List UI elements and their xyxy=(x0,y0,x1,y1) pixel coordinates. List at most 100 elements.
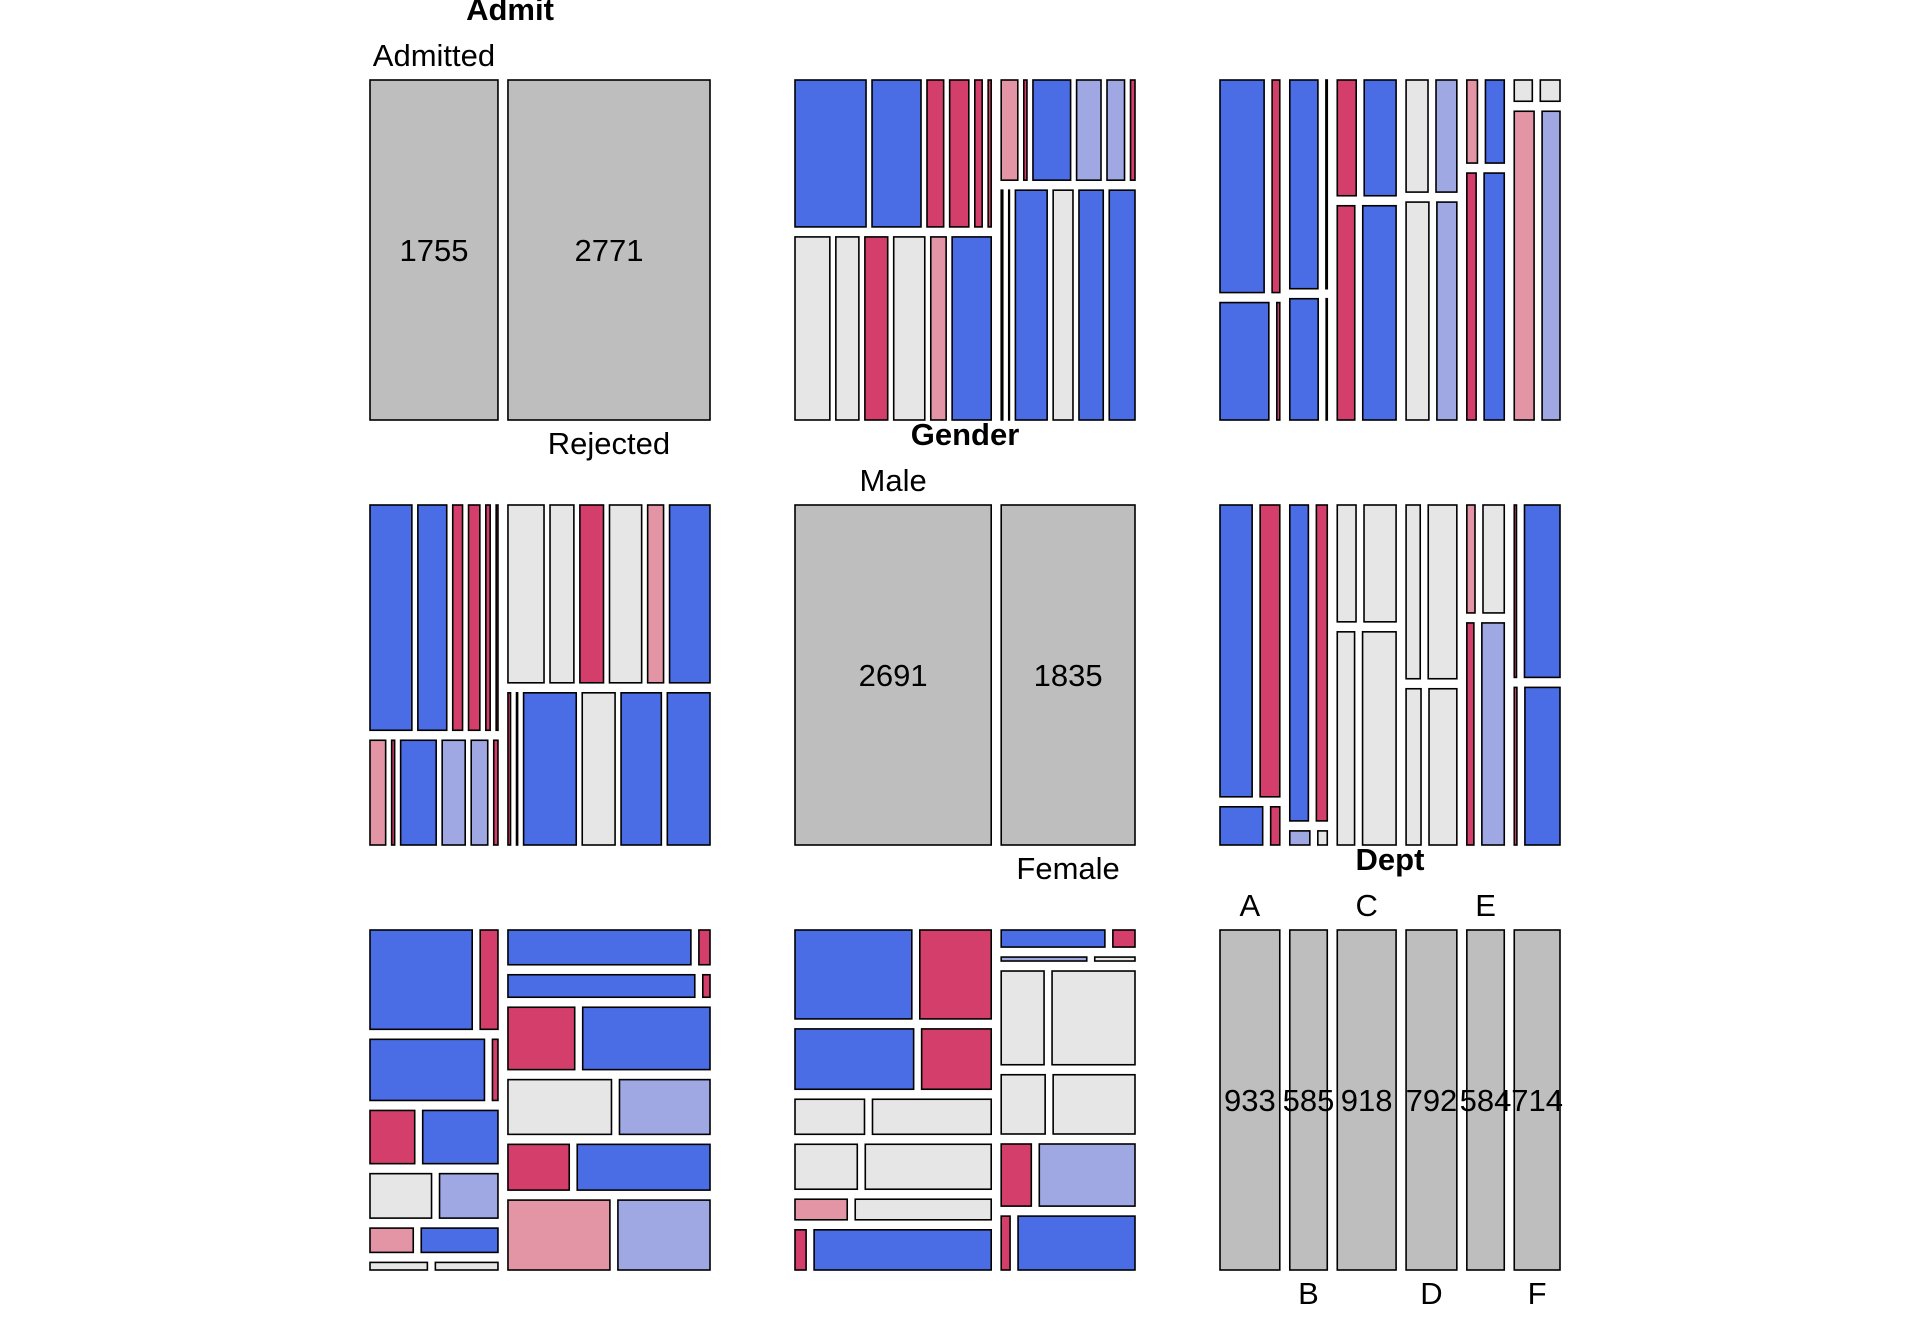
mosaic-tile xyxy=(507,1078,613,1136)
diagonal-bar xyxy=(1288,929,1329,1271)
mosaic-tile xyxy=(1483,172,1506,421)
mosaic-tile xyxy=(1481,622,1506,846)
mosaic-tile xyxy=(1000,956,1088,962)
mosaic-tile xyxy=(451,504,464,732)
mosaic-tile xyxy=(420,1227,499,1254)
mosaic-tile xyxy=(871,1098,993,1136)
level-label: Rejected xyxy=(548,426,670,461)
mosaic-tile xyxy=(369,1038,486,1102)
mosaic-tile xyxy=(479,929,499,1031)
mosaic-tile xyxy=(1405,201,1430,421)
diagonal-count: 2771 xyxy=(574,233,643,268)
mosaic-tile xyxy=(794,79,867,228)
level-label: Male xyxy=(860,463,927,498)
mosaic-tile xyxy=(929,236,947,421)
mosaic-tile xyxy=(581,692,616,846)
mosaic-tile xyxy=(522,692,578,846)
mosaic-tile xyxy=(864,236,889,421)
diagonal-title: Gender xyxy=(911,417,1020,452)
mosaic-tile xyxy=(1219,504,1253,798)
mosaic-tile xyxy=(1000,1215,1011,1271)
mosaic-tile xyxy=(668,504,711,684)
mosaic-tile xyxy=(579,504,605,684)
mosaic-tile xyxy=(1405,687,1422,846)
mosaic-tile xyxy=(646,504,665,684)
mosaic-tile xyxy=(1539,79,1561,103)
mosaic-tile xyxy=(1524,686,1561,846)
mosaic-tile xyxy=(1325,79,1329,290)
mosaic-tile xyxy=(417,504,448,732)
mosaic-tile xyxy=(581,1006,711,1071)
mosaic-tile xyxy=(507,973,696,999)
mosaic-tile xyxy=(390,739,396,846)
mosaic-tile xyxy=(1513,110,1535,421)
mosaic-tile xyxy=(1017,1215,1136,1271)
mosaic-tile xyxy=(1336,504,1357,623)
mosaic-tile xyxy=(1219,806,1264,846)
mosaic-tile xyxy=(1336,79,1358,197)
mosaic-tile xyxy=(369,739,387,846)
mosaic-tile xyxy=(369,1227,415,1254)
mosaic-tile xyxy=(1405,79,1429,193)
mosaic-tile xyxy=(1315,504,1329,822)
mosaic-tile xyxy=(467,504,481,732)
mosaic-tile xyxy=(1108,189,1136,421)
mosaic-tile xyxy=(399,739,437,846)
mosaic-tile xyxy=(1541,110,1561,421)
mosaic-tile xyxy=(1093,956,1136,962)
mosaic-tile xyxy=(1513,79,1534,103)
diagonal-count: 1755 xyxy=(399,233,468,268)
mosaic-tile xyxy=(1276,301,1281,421)
mosaic-tile xyxy=(794,236,831,421)
mosaic-tile xyxy=(470,739,489,846)
mosaic-tile xyxy=(1466,504,1476,614)
mosaic-tile xyxy=(1000,970,1045,1066)
mosaic-tile xyxy=(1466,79,1479,164)
level-label: D xyxy=(1420,1276,1442,1311)
mosaic-tile xyxy=(1363,504,1397,623)
mosaic-tile xyxy=(1428,687,1458,846)
mosaic-tile xyxy=(1466,622,1475,846)
mosaic-tile xyxy=(507,1143,571,1191)
mosaic-tile xyxy=(1052,189,1074,421)
mosaic-tile xyxy=(951,236,993,421)
mosaic-tile xyxy=(1317,830,1329,846)
mosaic-tile xyxy=(515,692,519,846)
mosaic-tile xyxy=(1336,204,1356,421)
mosaic-tile xyxy=(919,929,993,1020)
mosaic-tile xyxy=(1436,201,1458,421)
mosaic-tile xyxy=(1129,79,1136,181)
mosaic-tile xyxy=(926,79,945,228)
mosaic-tile xyxy=(369,1109,416,1165)
mosaic-tile xyxy=(1000,79,1019,181)
mosaic-tile xyxy=(1259,504,1281,798)
level-label: C xyxy=(1355,888,1377,923)
mosaic-tile xyxy=(608,504,643,684)
mosaic-tile xyxy=(438,1172,499,1219)
mosaic-tile xyxy=(1051,970,1136,1066)
mosaic-tile xyxy=(507,1199,611,1271)
mosaic-tile xyxy=(507,1006,576,1071)
mosaic-tile xyxy=(1219,301,1270,421)
mosaic-tile xyxy=(794,1098,866,1136)
mosaic-tile xyxy=(835,236,860,421)
mosaic-tile xyxy=(1269,806,1281,846)
mosaic-tile xyxy=(1466,172,1477,421)
mosaic-tile xyxy=(854,1198,993,1221)
mosaic-tile xyxy=(507,929,692,966)
mosaic-tile xyxy=(1288,297,1319,421)
diagonal-bar xyxy=(1336,929,1397,1271)
mosaic-tile xyxy=(1484,79,1506,164)
mosaic-tile xyxy=(794,1229,807,1271)
mosaic-tile xyxy=(794,1028,915,1091)
diagonal-bar xyxy=(369,79,499,421)
mosaic-tile xyxy=(1513,686,1518,846)
mosaic-tile xyxy=(864,1143,993,1191)
mosaic-tile xyxy=(1112,929,1136,948)
mosaic-tile xyxy=(987,79,993,228)
diagonal-count: 1835 xyxy=(1034,658,1103,693)
mosaic-tile xyxy=(1513,504,1518,679)
mosaic-tile xyxy=(1000,929,1106,948)
diagonal-bar xyxy=(1219,929,1281,1271)
